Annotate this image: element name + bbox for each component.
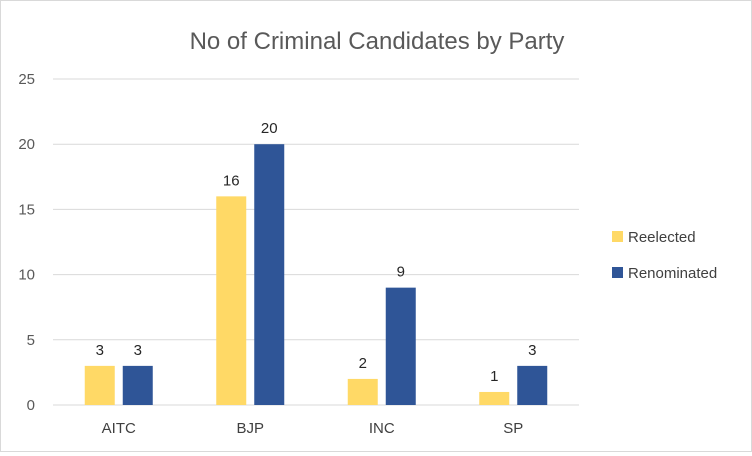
chart-title: No of Criminal Candidates by Party [190,28,565,55]
x-category-label: BJP [236,420,264,437]
bar-renominated-sp [517,365,548,405]
bars [84,144,548,405]
y-tick-label: 10 [18,267,35,284]
data-label: 3 [96,342,104,359]
bar-reelected-bjp [216,196,247,405]
bar-renominated-bjp [254,144,285,405]
data-label: 3 [134,342,142,359]
data-labels: 3 3 16 20 2 9 1 3 [96,120,537,385]
data-label: 1 [490,368,498,385]
y-tick-label: 20 [18,136,35,153]
y-tick-label: 0 [27,397,35,414]
legend-label-renominated: Renominated [628,265,717,282]
data-label: 20 [261,120,278,137]
y-axis-ticks: 0 5 10 15 20 25 [18,71,35,414]
data-label: 2 [359,355,367,372]
x-category-label: INC [369,420,395,437]
x-category-label: AITC [102,420,136,437]
legend: Reelected Renominated [612,229,717,282]
data-label: 9 [397,264,405,281]
bar-reelected-sp [479,391,510,405]
legend-swatch-reelected [612,231,623,242]
bar-reelected-aitc [84,365,115,405]
data-label: 16 [223,172,240,189]
bar-reelected-inc [347,378,378,405]
bar-renominated-inc [385,287,416,405]
bar-renominated-aitc [122,365,153,405]
data-label: 3 [528,342,536,359]
y-tick-label: 5 [27,332,35,349]
x-category-label: SP [503,420,523,437]
legend-label-reelected: Reelected [628,229,696,246]
y-tick-label: 25 [18,71,35,88]
y-tick-label: 15 [18,201,35,218]
legend-swatch-renominated [612,267,623,278]
gridlines [53,78,579,406]
x-axis-categories: AITC BJP INC SP [102,420,524,437]
